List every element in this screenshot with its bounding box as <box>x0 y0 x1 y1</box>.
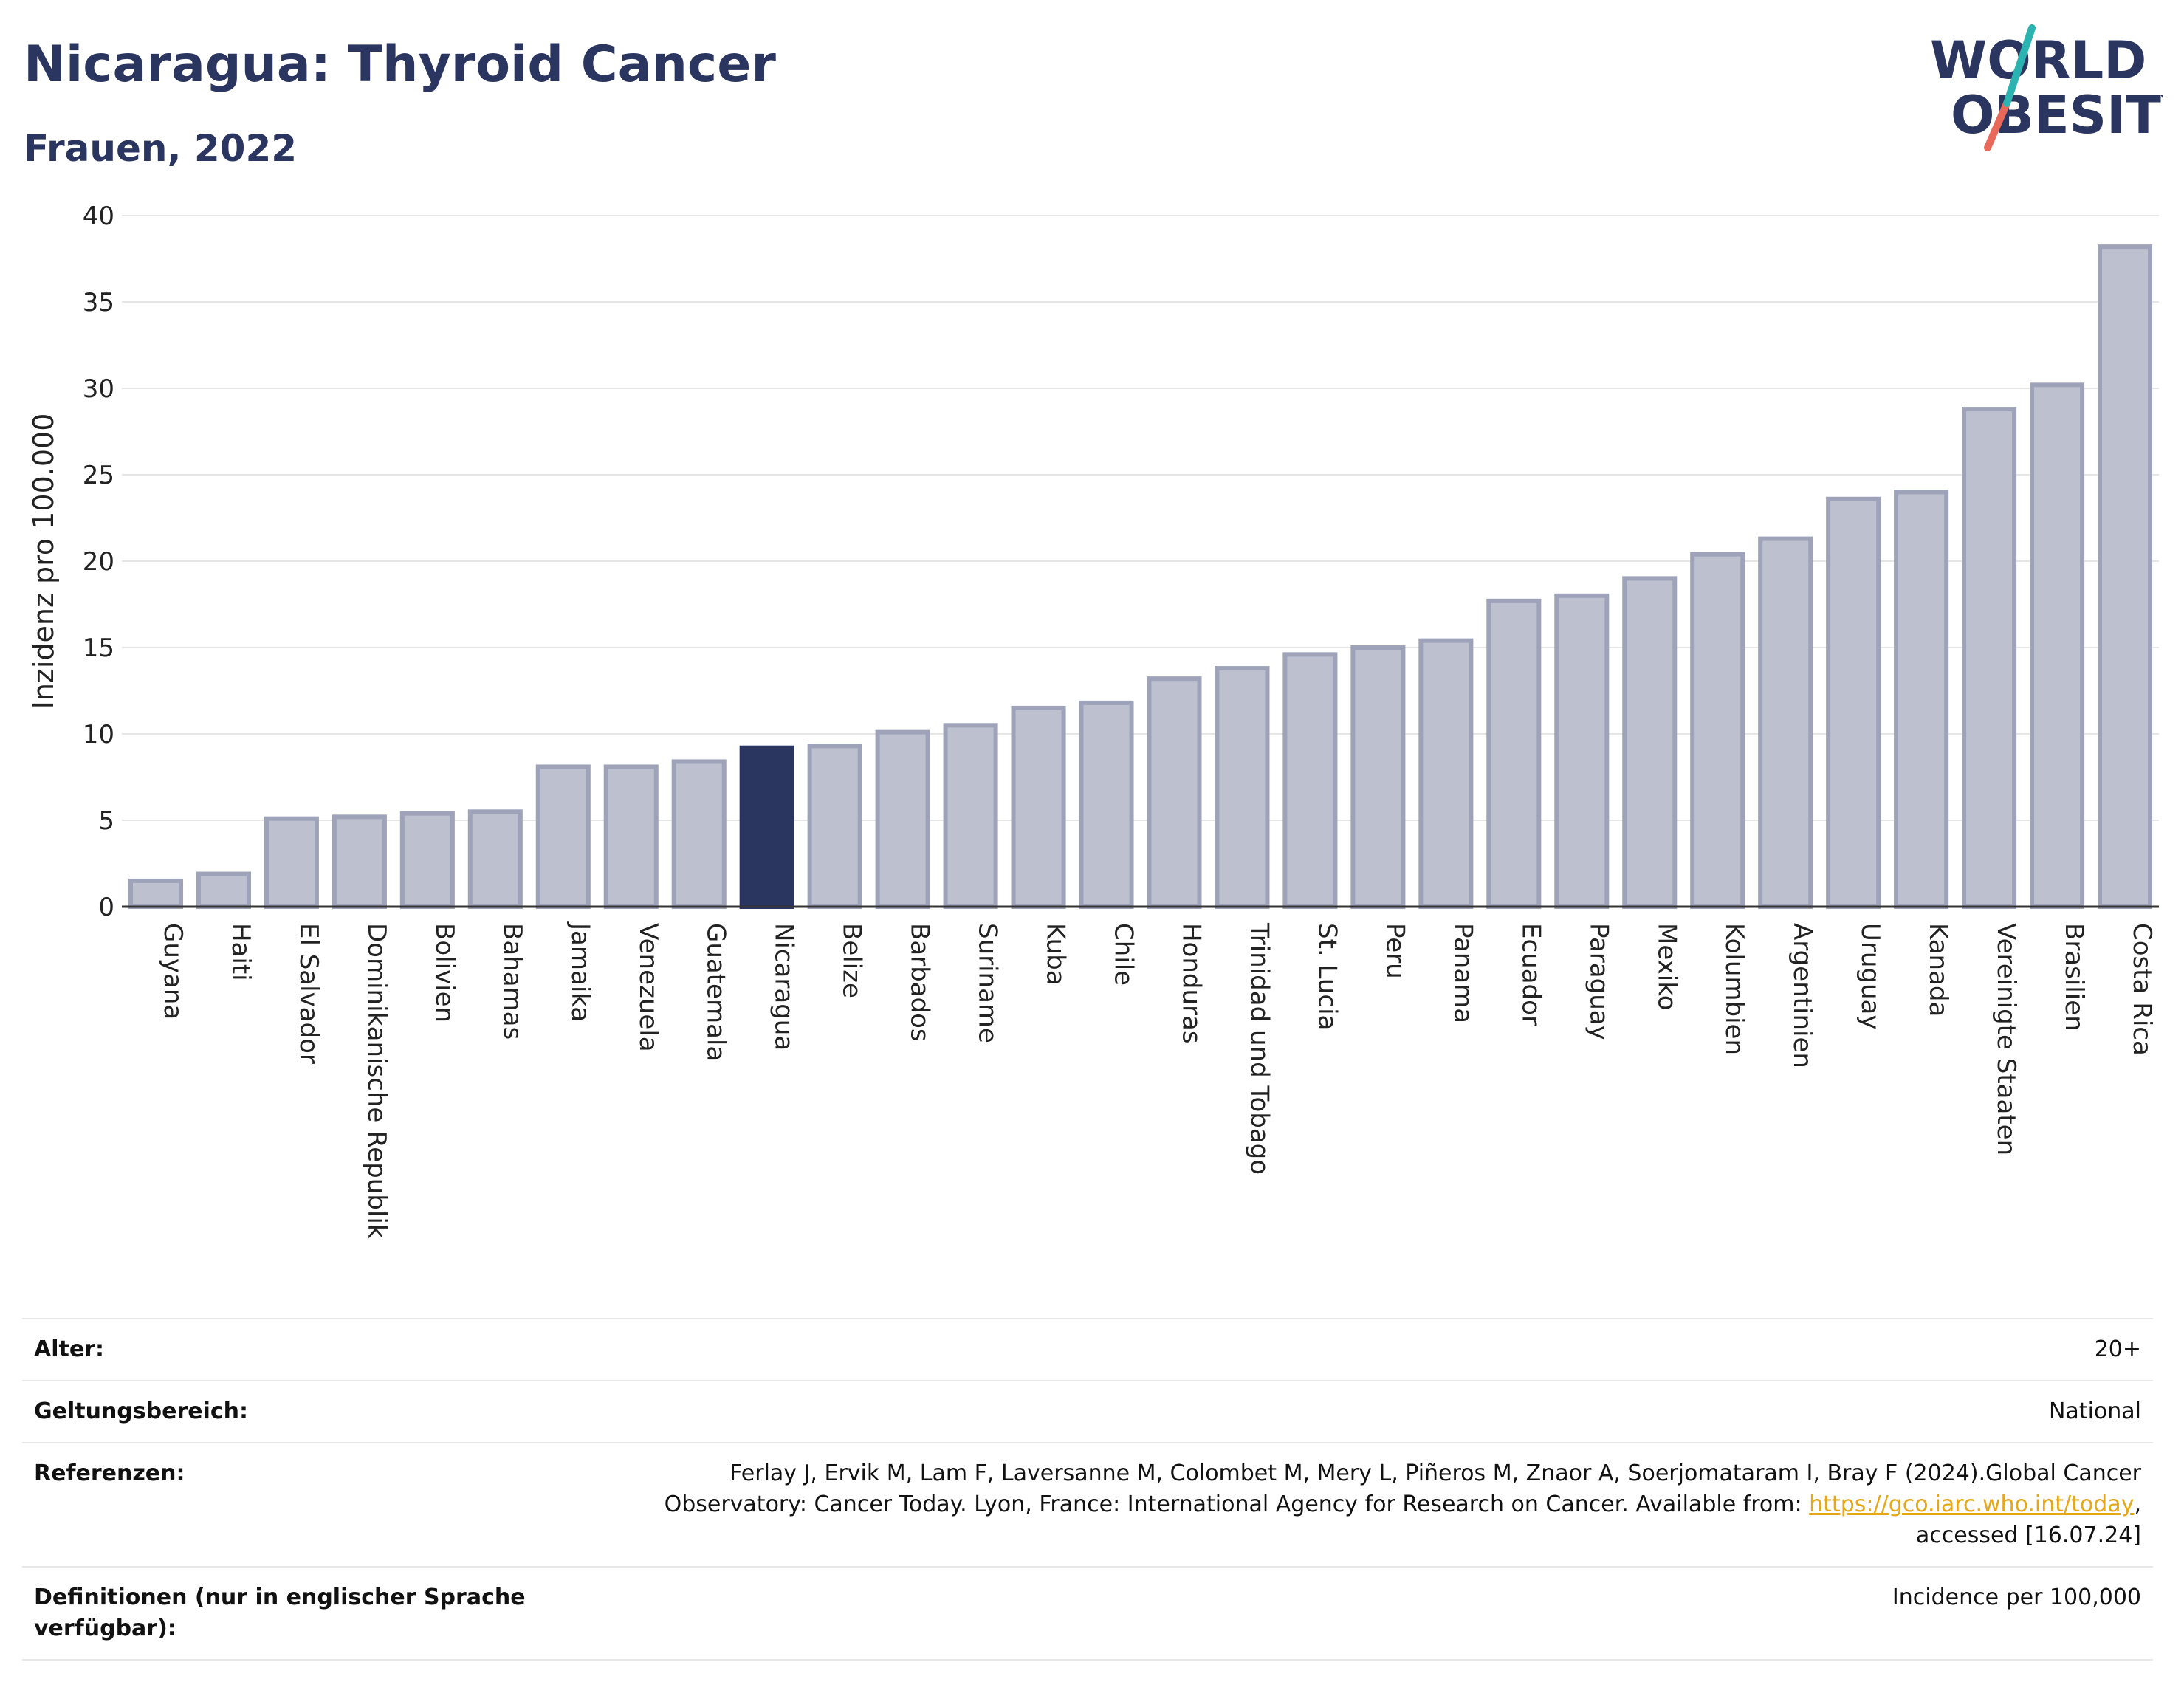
bar-kanada <box>1894 490 1949 909</box>
y-tick-label: 15 <box>83 634 114 663</box>
y-axis-label: Inzidenz pro 100.000 <box>27 413 60 710</box>
bar-suriname <box>943 723 998 909</box>
y-tick-label: 5 <box>98 806 114 836</box>
meta-value-age: 20+ <box>2094 1336 2141 1362</box>
x-tick-label: Jamaika <box>566 921 595 1022</box>
x-tick-label: Brasilien <box>2059 923 2089 1031</box>
bar-barbados <box>875 729 930 909</box>
bar-brasilien <box>2030 382 2085 909</box>
bar-peru <box>1350 645 1406 909</box>
x-tick-label: Kuba <box>1041 923 1071 986</box>
bar-kuba <box>1011 705 1066 910</box>
y-tick-label: 30 <box>83 374 114 404</box>
bar-kolumbien <box>1690 552 1745 909</box>
meta-value-scope: National <box>2048 1398 2141 1424</box>
x-tick-label: Barbados <box>905 923 935 1042</box>
meta-value-references: Ferlay J, Ervik M, Lam F, Laversanne M, … <box>551 1458 2141 1551</box>
x-tick-label: Kanada <box>1923 923 1953 1017</box>
x-tick-label: St. Lucia <box>1312 923 1342 1030</box>
bar-ecuador <box>1486 598 1542 909</box>
x-tick-label: Belize <box>837 923 867 998</box>
bar-guatemala <box>671 759 727 909</box>
bars <box>128 244 2153 910</box>
chart-subtitle: Frauen, 2022 <box>24 127 298 170</box>
metadata-table: Alter: 20+ Geltungsbereich: National Ref… <box>22 1318 2153 1661</box>
world-obesity-logo: WORLD OBESITY <box>1930 24 2163 151</box>
x-tick-label: Panama <box>1448 923 1477 1023</box>
x-tick-labels: Guyana Haiti El Salvador Dominikanische Rep… <box>158 921 2157 1239</box>
bar-bolivien <box>399 811 455 910</box>
bar-dominikanische-republik <box>332 814 387 909</box>
bar-panama <box>1418 638 1474 909</box>
bar-el-salvador <box>264 816 319 910</box>
chart-title: Nicaragua: Thyroid Cancer <box>24 35 776 94</box>
y-tick-label: 20 <box>83 547 114 577</box>
x-tick-label: Nicaragua <box>769 923 799 1051</box>
meta-label-scope: Geltungsbereich: <box>34 1398 249 1424</box>
x-tick-label: Vereinigte Staaten <box>1991 923 2021 1156</box>
bar-chile <box>1079 700 1134 909</box>
x-tick-label: Peru <box>1380 923 1409 979</box>
logo-line1: WORLD <box>1930 30 2146 91</box>
bar-nicaragua <box>739 745 794 909</box>
y-tick-label: 0 <box>98 893 114 922</box>
x-tick-label: Bolivien <box>430 923 459 1023</box>
bar-vereinigte-staaten <box>1962 407 2017 909</box>
x-tick-label: Trinidad und Tobago <box>1244 922 1274 1175</box>
bar-st-lucia <box>1282 652 1338 909</box>
y-tick-label: 35 <box>83 288 114 317</box>
meta-row-scope: Geltungsbereich: National <box>22 1380 2153 1442</box>
bar-honduras <box>1147 676 1202 909</box>
bar-costa-rica <box>2097 244 2153 909</box>
grid-lines <box>122 215 2159 821</box>
bar-belize <box>807 744 862 909</box>
x-tick-label: Paraguay <box>1584 923 1613 1040</box>
bar-mexiko <box>1622 576 1678 910</box>
x-tick-label: Guatemala <box>701 923 731 1061</box>
meta-row-definitions: Definitionen (nur in englischer Sprache … <box>22 1566 2153 1661</box>
meta-label-references: Referenzen: <box>34 1460 185 1486</box>
meta-row-age: Alter: 20+ <box>22 1318 2153 1380</box>
meta-row-references: Referenzen: Ferlay J, Ervik M, Lam F, La… <box>22 1442 2153 1566</box>
bar-bahamas <box>467 809 523 910</box>
x-tick-label: Haiti <box>226 923 255 981</box>
x-tick-label: Argentinien <box>1788 923 1817 1068</box>
x-tick-label: Chile <box>1109 923 1139 986</box>
bar-haiti <box>196 871 251 910</box>
bar-venezuela <box>603 764 659 909</box>
bar-chart: 0 5 10 15 20 25 30 35 40 Guyana Haiti El Salvador D… <box>27 202 2159 1239</box>
meta-value-definitions: Incidence per 100,000 <box>1892 1585 2141 1610</box>
x-tick-label: Suriname <box>973 923 1003 1043</box>
reference-text: Ferlay J, Ervik M, Lam F, Laversanne M, … <box>664 1460 2141 1517</box>
reference-link[interactable]: https://gco.iarc.who.int/today <box>1809 1491 2135 1517</box>
x-tick-label: El Salvador <box>294 923 323 1064</box>
y-tick-labels: 0 5 10 15 20 25 30 35 40 <box>83 202 114 922</box>
y-tick-label: 25 <box>83 461 114 490</box>
bar-paraguay <box>1554 593 1610 909</box>
reference-accessed: , accessed [16.07.24] <box>1915 1491 2141 1548</box>
x-tick-label: Kolumbien <box>1720 923 1749 1055</box>
x-tick-label: Ecuador <box>1516 923 1545 1026</box>
x-tick-label: Mexiko <box>1652 923 1681 1011</box>
x-tick-label: Bahamas <box>498 923 527 1040</box>
meta-label-definitions: Definitionen (nur in englischer Sprache … <box>34 1585 526 1641</box>
y-tick-label: 10 <box>83 720 114 749</box>
x-tick-label: Honduras <box>1176 923 1206 1044</box>
x-tick-label: Venezuela <box>633 923 663 1052</box>
x-tick-label: Costa Rica <box>2127 923 2157 1056</box>
bar-guyana <box>128 878 184 910</box>
logo-line2: OBESITY <box>1951 85 2163 145</box>
bar-argentinien <box>1758 536 1813 910</box>
y-tick-label: 40 <box>83 202 114 231</box>
bar-jamaika <box>535 764 591 909</box>
meta-label-age: Alter: <box>34 1336 104 1362</box>
x-tick-label: Guyana <box>158 923 188 1020</box>
bar-uruguay <box>1826 496 1881 909</box>
x-tick-label: Uruguay <box>1855 923 1885 1030</box>
x-tick-label: Dominikanische Republik <box>362 923 391 1239</box>
bar-trinidad-und-tobago <box>1215 666 1270 910</box>
